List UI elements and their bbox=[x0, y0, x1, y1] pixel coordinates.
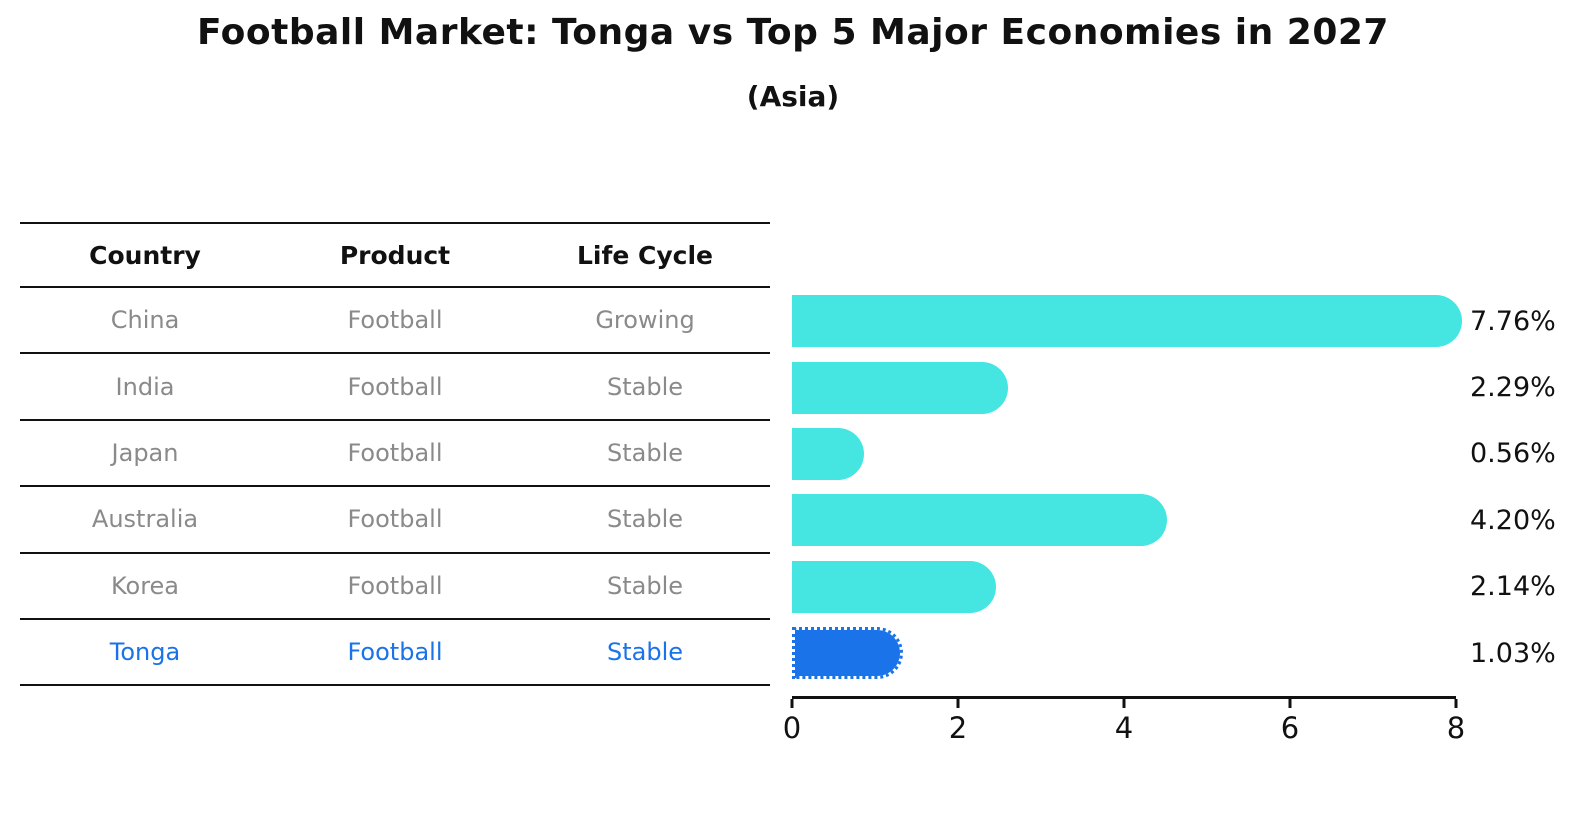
product-cell: Football bbox=[347, 505, 443, 534]
table-row: Australia Football Stable 4.20% bbox=[20, 487, 1566, 554]
table-row: Japan Football Stable 0.56% bbox=[20, 421, 1566, 488]
x-axis-tick-label: 8 bbox=[1446, 711, 1466, 745]
product-cell: Football bbox=[347, 638, 443, 667]
life-cycle-cell: Growing bbox=[595, 306, 695, 335]
table-row: Korea Football Stable 2.14% bbox=[20, 554, 1566, 620]
column-header-life-cycle: Life Cycle bbox=[576, 240, 714, 270]
product-cell: Football bbox=[347, 571, 443, 600]
table-and-bars: Country Product Life Cycle China Footbal… bbox=[20, 222, 1566, 687]
bar-track bbox=[792, 288, 1463, 354]
product-cell: Football bbox=[347, 372, 443, 401]
x-axis: 0 2 4 6 8 bbox=[783, 696, 1465, 745]
country-cell: Korea bbox=[110, 571, 180, 600]
x-axis-tick-label: 4 bbox=[1114, 711, 1134, 745]
bar-value-label: 0.56% bbox=[1470, 438, 1556, 470]
x-axis-tick bbox=[956, 699, 960, 708]
table-header-row: Country Product Life Cycle bbox=[20, 222, 1566, 288]
table-row-cells: India Football Stable bbox=[20, 354, 770, 421]
life-cycle-cell: Stable bbox=[606, 438, 684, 467]
x-axis-tick-label: 0 bbox=[782, 711, 802, 745]
bar-china bbox=[792, 295, 1463, 348]
table-row-cells: China Football Growing bbox=[20, 288, 770, 355]
bar-value-label: 7.76% bbox=[1470, 305, 1556, 337]
page-title: Football Market: Tonga vs Top 5 Major Ec… bbox=[197, 12, 1389, 53]
product-cell: Football bbox=[347, 438, 443, 467]
life-cycle-cell: Stable bbox=[606, 505, 684, 534]
table-row: India Football Stable 2.29% bbox=[20, 354, 1566, 421]
country-cell: Australia bbox=[91, 505, 199, 534]
column-header-country: Country bbox=[89, 240, 201, 270]
x-axis-tick bbox=[790, 699, 794, 708]
bar-track bbox=[792, 554, 1456, 620]
life-cycle-cell: Stable bbox=[606, 638, 684, 667]
table-row-cells: Tonga Football Stable bbox=[20, 620, 770, 687]
country-cell: Tonga bbox=[109, 638, 181, 667]
bar-track bbox=[792, 487, 1456, 553]
bar-track bbox=[792, 421, 1456, 487]
x-axis-tick bbox=[1288, 699, 1292, 708]
bar-track bbox=[792, 354, 1456, 420]
life-cycle-cell: Stable bbox=[606, 571, 684, 600]
page-subtitle: (Asia) bbox=[746, 80, 840, 113]
table-row: China Football Growing 7.76% bbox=[20, 288, 1566, 355]
x-axis-tick-label: 2 bbox=[948, 711, 968, 745]
life-cycle-cell: Stable bbox=[606, 372, 684, 401]
table-row-cells: Japan Football Stable bbox=[20, 421, 770, 488]
bar-tonga bbox=[792, 627, 904, 680]
table-row-cells: Korea Football Stable bbox=[20, 554, 770, 620]
bar-japan bbox=[792, 427, 865, 480]
country-cell: Japan bbox=[111, 438, 179, 467]
country-cell: India bbox=[115, 372, 175, 401]
product-cell: Football bbox=[347, 306, 443, 335]
table-row: Tonga Football Stable 1.03% bbox=[20, 620, 1566, 687]
bar-value-label: 1.03% bbox=[1470, 637, 1556, 669]
x-axis-tick bbox=[1454, 699, 1458, 708]
x-axis-tick bbox=[1122, 699, 1126, 708]
bar-value-label: 2.29% bbox=[1470, 372, 1556, 404]
bar-value-label: 2.14% bbox=[1470, 571, 1556, 603]
bar-india bbox=[792, 361, 1009, 414]
x-axis-tick-label: 6 bbox=[1280, 711, 1300, 745]
bar-value-label: 4.20% bbox=[1470, 504, 1556, 536]
table-row-cells: Australia Football Stable bbox=[20, 487, 770, 554]
bar-australia bbox=[792, 494, 1167, 547]
bar-track bbox=[792, 620, 1456, 686]
column-header-product: Product bbox=[339, 240, 451, 270]
bar-korea bbox=[792, 560, 996, 613]
country-cell: China bbox=[110, 306, 180, 335]
table-header-cells: Country Product Life Cycle bbox=[20, 222, 770, 288]
